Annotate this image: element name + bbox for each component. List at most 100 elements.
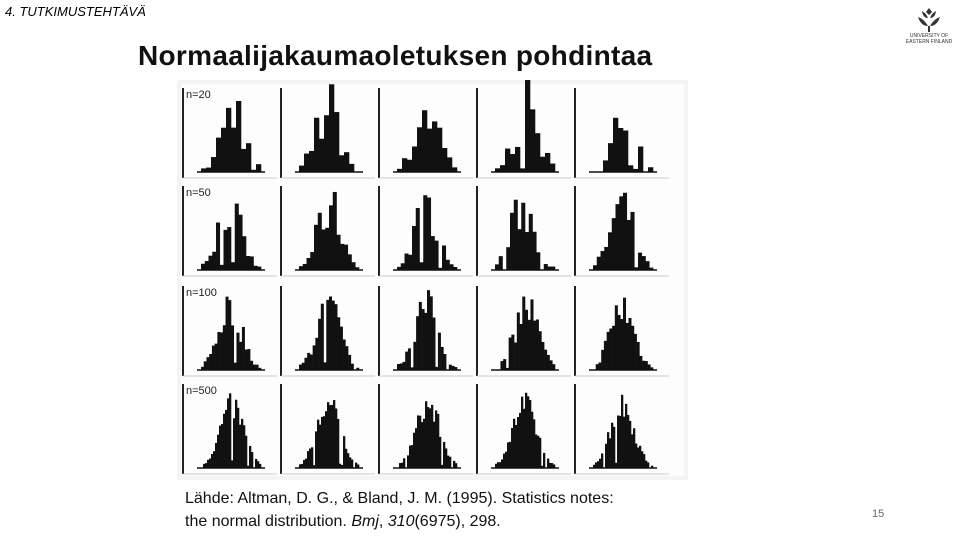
histogram-bar — [650, 367, 654, 370]
histogram-bar — [452, 167, 458, 172]
histogram-bar — [335, 408, 338, 468]
histogram-bar — [539, 437, 542, 468]
histogram-bar — [603, 340, 607, 370]
citation-volume: 310 — [387, 513, 415, 530]
histogram-bar — [535, 434, 538, 468]
histogram-bar — [201, 168, 207, 172]
histogram-bar — [439, 436, 442, 468]
histogram-bar — [613, 426, 616, 468]
histogram-bar — [243, 425, 246, 468]
histogram-bar — [427, 407, 430, 468]
histogram-bar — [437, 332, 441, 370]
histogram-bar — [600, 251, 605, 270]
histogram-bar — [313, 465, 316, 468]
histogram-bar — [527, 396, 530, 468]
histogram-bar — [429, 296, 433, 370]
histogram-bar — [438, 267, 443, 270]
histogram-bar — [251, 169, 257, 172]
histogram-bar — [236, 100, 242, 172]
histogram-bar — [309, 150, 315, 172]
histogram-bar — [333, 400, 336, 468]
histogram-bar — [220, 332, 224, 370]
histogram-bar — [635, 443, 638, 468]
histogram-bar — [319, 138, 325, 172]
histogram-bar — [336, 234, 341, 270]
histogram-bar — [547, 266, 552, 270]
histogram-bar — [407, 159, 413, 172]
histogram-bar — [606, 331, 610, 370]
histogram-bar — [429, 408, 432, 468]
histogram-bar — [505, 451, 508, 468]
histogram-bar — [404, 253, 409, 270]
histogram-bar — [501, 459, 504, 468]
histogram-bar — [399, 363, 403, 370]
histogram-bar — [597, 461, 600, 468]
histogram-bar — [448, 364, 452, 370]
logo-text: UNIVERSITY OF — [910, 33, 948, 39]
histogram-bar — [442, 245, 447, 270]
histogram-bar — [514, 342, 518, 370]
histogram-bar — [611, 422, 614, 468]
histogram-bar — [301, 362, 305, 370]
histogram-bar — [311, 447, 314, 468]
page-number: 15 — [872, 508, 885, 520]
histogram-bar — [619, 196, 624, 270]
histogram-bar — [530, 299, 534, 370]
histogram-figure: n=20 n=50 n=100 n=500 — [177, 80, 688, 480]
histogram-bar — [595, 364, 599, 370]
histogram-bar — [637, 447, 640, 468]
histogram-bar — [413, 341, 417, 370]
histogram-bar — [615, 462, 618, 468]
histogram-bar — [355, 462, 358, 468]
slide-title: Normaalijakaumaoletuksen pohdintaa — [138, 40, 653, 71]
histogram-bar — [598, 362, 602, 370]
histogram-bar — [431, 404, 434, 468]
histogram-bar — [417, 127, 423, 172]
histogram-bar — [432, 317, 436, 370]
histogram-bar — [408, 254, 413, 270]
histogram-bar — [211, 345, 215, 370]
histogram-bar — [435, 366, 439, 370]
logo-text: EASTERN FINLAND — [906, 39, 953, 45]
histogram-bar — [216, 137, 222, 172]
histogram-bar — [207, 459, 210, 468]
histogram-bar — [343, 436, 346, 468]
histogram-bar — [201, 366, 205, 370]
histogram-bar — [413, 432, 416, 468]
histogram-bar — [625, 322, 629, 370]
histogram-bar — [324, 115, 330, 172]
histogram-bar — [410, 367, 414, 370]
histogram-bar — [239, 424, 242, 468]
histogram-bar — [299, 266, 304, 270]
histogram-bar — [601, 453, 604, 468]
histogram-bar — [349, 457, 352, 468]
histogram-bar — [603, 160, 609, 172]
histogram-bar — [306, 257, 311, 270]
histogram-bar — [339, 326, 343, 370]
histogram-bar — [595, 462, 598, 468]
histogram-bar — [231, 460, 234, 468]
histogram-bar — [549, 360, 553, 370]
histogram-bar — [535, 319, 539, 370]
histogram-bar — [256, 164, 262, 172]
histogram-bar — [427, 197, 432, 270]
histogram-bar — [540, 156, 546, 172]
histogram-bar — [647, 364, 651, 370]
histogram-bar — [409, 445, 412, 468]
histogram-bar — [323, 416, 326, 468]
histogram-bar — [411, 445, 414, 468]
histogram-bar — [427, 128, 433, 172]
histogram-bar — [636, 342, 640, 370]
histogram-bar — [203, 463, 206, 468]
histogram-bar — [541, 341, 545, 370]
histogram-bar — [623, 192, 628, 270]
histogram-bar — [309, 354, 313, 370]
histogram-bar — [617, 314, 621, 370]
histogram-bar — [498, 256, 503, 270]
histogram-bar — [522, 296, 526, 370]
histogram-bar — [312, 345, 316, 370]
histogram-bar — [407, 348, 411, 370]
histogram-bar — [419, 415, 422, 468]
histogram-bar — [213, 451, 216, 468]
histogram-bar — [647, 462, 650, 468]
